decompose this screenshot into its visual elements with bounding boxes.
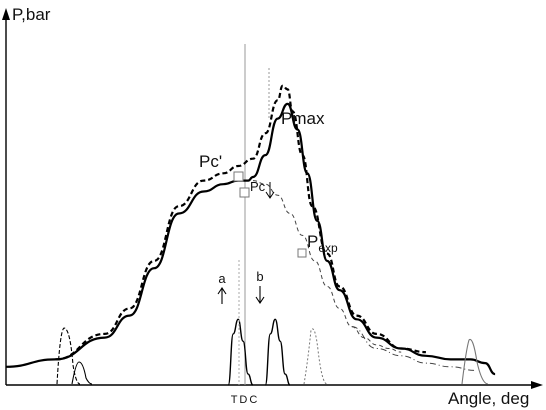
annotation-b: b	[256, 269, 263, 284]
early-pulse-solid	[71, 361, 93, 385]
series-line-dashed	[55, 84, 426, 361]
early-pulse-dashed	[56, 327, 81, 385]
x-axis-arrow-icon	[531, 381, 543, 389]
annotation-pc: Pc	[250, 179, 266, 194]
annotation-pc-prime: Pc'	[199, 152, 222, 171]
injection-pulse-b	[264, 318, 291, 386]
pc-prime-marker	[233, 171, 244, 182]
late-pulse-gray	[461, 338, 489, 385]
pc-arrowhead-icon	[265, 191, 275, 199]
late-pulse-dotted	[303, 328, 328, 385]
y-axis-label: P,bar	[12, 5, 51, 24]
annotation-pexp-main: P	[307, 232, 318, 251]
tdc-tick-label: TDC	[231, 394, 260, 406]
a-arrowhead-icon	[217, 287, 227, 295]
b-arrowhead-icon	[255, 296, 265, 304]
annotation-pexp-sub: exp	[318, 241, 338, 255]
pexp-marker	[297, 248, 307, 258]
annotation-pmax: Pmax	[281, 109, 325, 128]
series-line-dash-dot	[351, 326, 476, 371]
series-line-thin-dashed	[252, 180, 402, 353]
series-line-solid	[5, 102, 496, 376]
injection-pulse-a	[227, 318, 254, 386]
x-axis-label: Angle, deg	[448, 389, 529, 408]
annotation-pexp: Pexp	[307, 232, 338, 255]
pc-marker	[239, 187, 250, 198]
annotation-a: a	[218, 271, 226, 286]
y-axis-arrow-icon	[2, 8, 10, 20]
